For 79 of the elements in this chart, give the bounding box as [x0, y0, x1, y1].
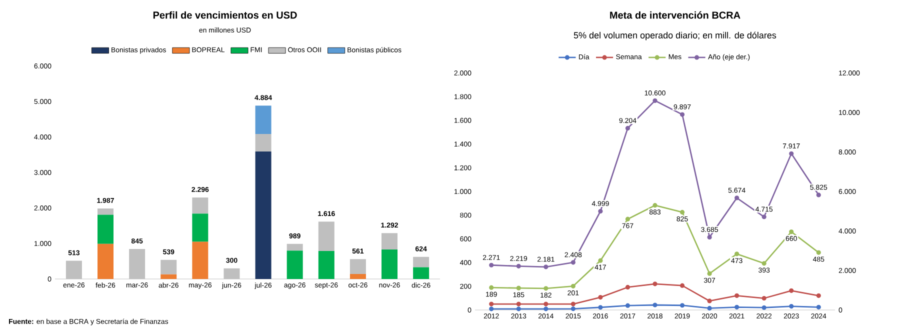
bar [286, 250, 303, 279]
point [516, 306, 521, 312]
point [544, 302, 548, 306]
bar [192, 197, 208, 214]
point [598, 258, 603, 263]
bar [160, 260, 177, 274]
bar [255, 106, 272, 134]
bar [413, 256, 430, 268]
point [489, 262, 494, 268]
chart-title: Meta de intervención BCRA [610, 11, 740, 19]
point [707, 271, 712, 276]
point [516, 286, 521, 290]
point [652, 282, 658, 286]
point [625, 216, 630, 222]
point [816, 293, 821, 298]
point [516, 302, 521, 306]
bar [318, 250, 334, 279]
point [816, 304, 821, 310]
chart-subtitle: 5% del volumen operado diario; en mill. de dólares [574, 32, 776, 40]
point [652, 203, 658, 208]
point [707, 306, 712, 311]
point [516, 264, 521, 268]
point [570, 306, 576, 312]
bar [318, 222, 334, 251]
point [734, 196, 740, 200]
point [625, 284, 630, 290]
point [544, 306, 548, 312]
point [816, 250, 821, 255]
bar [350, 274, 366, 279]
point [680, 303, 685, 308]
point [544, 286, 548, 291]
point [707, 298, 712, 304]
bar [382, 250, 398, 279]
chart-title: Perfil de vencimientos en USD [153, 11, 297, 19]
point [625, 303, 630, 308]
point [598, 305, 603, 310]
bar [192, 214, 208, 242]
bar [160, 274, 177, 279]
point [489, 306, 494, 312]
bar [98, 214, 114, 244]
point [734, 252, 740, 256]
bar [255, 152, 272, 279]
point [680, 283, 685, 288]
bar [286, 244, 303, 251]
point [598, 295, 603, 300]
point [789, 304, 794, 309]
point [598, 208, 603, 214]
point [680, 210, 685, 215]
bar [413, 267, 430, 279]
point [544, 264, 548, 270]
point [680, 112, 685, 117]
point [762, 214, 766, 220]
point [762, 296, 766, 301]
point [652, 98, 658, 103]
point [762, 305, 766, 310]
point [570, 284, 576, 288]
point [762, 261, 766, 266]
bar [98, 208, 114, 215]
point [707, 234, 712, 240]
point [652, 302, 658, 308]
bar [255, 134, 272, 152]
point [789, 151, 794, 156]
point [570, 260, 576, 265]
point [489, 285, 494, 290]
bar [98, 244, 114, 279]
bar [192, 242, 208, 279]
bar [350, 259, 366, 274]
bar [382, 233, 398, 250]
bar [224, 268, 240, 279]
point [734, 304, 740, 310]
point [489, 302, 494, 306]
bar [129, 248, 146, 279]
point [816, 192, 821, 198]
point [789, 288, 794, 293]
point [789, 229, 794, 234]
point [734, 293, 740, 298]
point [570, 302, 576, 306]
bar [66, 260, 82, 279]
point [625, 126, 630, 131]
